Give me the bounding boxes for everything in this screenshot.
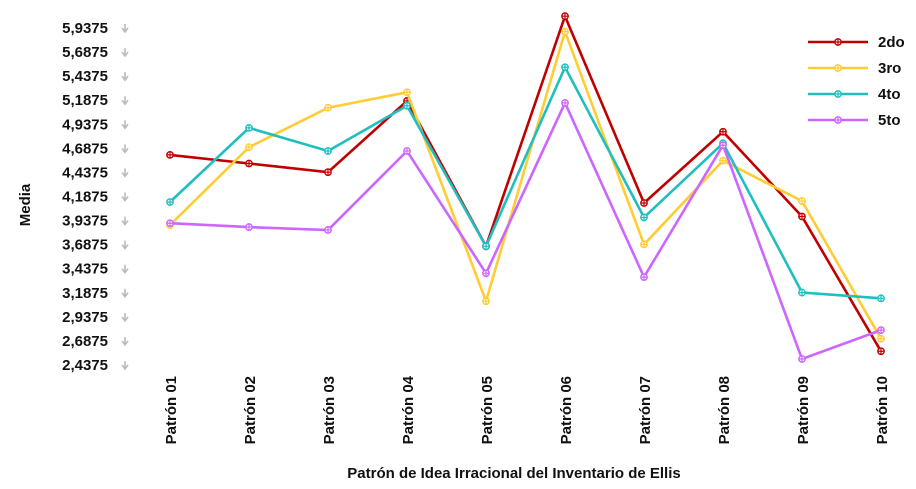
data-point-marker — [640, 273, 648, 282]
y-tick-arrow-icon — [121, 72, 129, 82]
data-point-marker — [482, 297, 490, 306]
y-tick-arrow-icon — [121, 168, 129, 178]
y-tick-label: 5,1875 — [62, 92, 108, 109]
y-tick-arrow-icon — [121, 288, 129, 299]
data-point-marker — [877, 334, 885, 343]
data-point-marker — [561, 98, 569, 107]
x-tick-label: Patrón 03 — [321, 376, 338, 444]
series-line — [169, 64, 882, 300]
data-point-marker — [798, 355, 806, 363]
data-point-marker — [245, 123, 253, 132]
data-point-marker — [719, 156, 727, 165]
data-point-marker — [719, 141, 727, 150]
legend-item-4to: 4to — [808, 86, 901, 103]
x-tick-label: Patrón 10 — [874, 376, 891, 444]
y-tick-arrow-icon — [121, 240, 129, 250]
data-point-marker — [877, 294, 885, 303]
y-tick-arrow-icon — [121, 24, 129, 34]
y-tick-label: 4,9375 — [62, 116, 108, 133]
y-axis-title: Media — [17, 183, 34, 226]
data-point-marker — [561, 63, 569, 72]
y-tick-label: 2,4375 — [62, 357, 108, 374]
data-point-marker — [798, 197, 806, 205]
y-tick-label: 3,1875 — [62, 285, 108, 302]
data-point-marker — [640, 213, 648, 222]
y-tick-arrow-icon — [121, 264, 129, 275]
data-point-marker — [324, 168, 332, 177]
y-tick-label: 3,6875 — [62, 237, 108, 254]
y-tick-label: 4,1875 — [62, 189, 108, 206]
x-tick-label: Patrón 04 — [400, 375, 417, 444]
data-point-marker — [403, 88, 411, 97]
x-tick-label: Patrón 08 — [716, 376, 733, 444]
x-axis-title: Patrón de Idea Irracional del Inventario… — [347, 465, 680, 482]
x-axis: Patrón 01 Patrón 02 Patrón 03 Patrón 04 Patr… — [163, 375, 891, 444]
x-tick-label: Patrón 02 — [242, 376, 259, 444]
data-point-marker — [640, 240, 648, 249]
series-layer — [166, 12, 885, 363]
series-4to — [166, 63, 885, 303]
y-tick-arrow-icon — [121, 361, 129, 371]
series-5to — [166, 98, 885, 363]
y-tick-label: 4,4375 — [62, 164, 108, 181]
legend-label: 4to — [878, 86, 901, 103]
y-tick-arrow-icon — [121, 144, 129, 154]
legend-item-5to: 5to — [808, 112, 901, 129]
y-tick-arrow-icon — [121, 192, 129, 202]
series-2do — [166, 12, 885, 356]
y-tick-label: 2,6875 — [62, 333, 108, 350]
x-tick-label: Patrón 05 — [479, 376, 496, 444]
data-point-marker — [324, 226, 332, 234]
y-tick-arrow-icon — [121, 336, 129, 347]
data-point-marker — [877, 326, 885, 334]
y-tick-arrow-icon — [121, 48, 129, 58]
data-point-marker — [640, 199, 648, 207]
data-point-marker — [324, 103, 332, 112]
data-point-marker — [482, 242, 490, 251]
y-tick-label: 4,6875 — [62, 140, 108, 157]
y-tick-label: 3,4375 — [62, 261, 108, 278]
data-point-marker — [166, 219, 174, 228]
x-tick-label: Patrón 07 — [637, 376, 654, 444]
y-axis: 2,4375 2,6875 2,9375 3,1875 3,4375 3,6875 3,93… — [62, 20, 129, 374]
y-tick-label: 5,9375 — [62, 20, 108, 37]
legend-label: 5to — [878, 112, 901, 129]
legend-item-3ro: 3ro — [808, 60, 901, 77]
y-tick-label: 3,9375 — [62, 213, 108, 230]
data-point-marker — [719, 127, 727, 136]
data-point-marker — [482, 269, 490, 278]
series-line — [169, 27, 883, 340]
data-point-marker — [245, 159, 253, 168]
legend-label: 2do — [878, 34, 905, 51]
data-point-marker — [561, 12, 569, 21]
data-point-marker — [798, 212, 806, 221]
x-tick-label: Patrón 09 — [795, 376, 812, 444]
x-tick-label: Patrón 01 — [163, 376, 180, 444]
data-point-marker — [324, 147, 332, 155]
data-point-marker — [166, 198, 174, 206]
series-line — [169, 99, 882, 361]
data-point-marker — [166, 150, 174, 159]
data-point-marker — [403, 101, 411, 110]
series-line — [169, 12, 883, 352]
y-tick-label: 5,6875 — [62, 44, 108, 61]
y-tick-arrow-icon — [121, 120, 129, 130]
data-point-marker — [561, 27, 569, 36]
y-tick-arrow-icon — [121, 312, 129, 323]
y-tick-label: 5,4375 — [62, 68, 108, 85]
y-tick-arrow-icon — [121, 216, 129, 226]
data-point-marker — [245, 143, 253, 152]
x-tick-label: Patrón 06 — [558, 376, 575, 444]
legend-label: 3ro — [878, 60, 901, 77]
y-tick-label: 2,9375 — [62, 309, 108, 326]
data-point-marker — [877, 347, 885, 356]
legend-item-2do: 2do — [808, 34, 905, 51]
legend: 2do 3ro 4to 5to — [808, 34, 905, 129]
data-point-marker — [245, 223, 253, 231]
y-tick-arrow-icon — [121, 96, 129, 106]
data-point-marker — [798, 288, 806, 297]
data-point-marker — [403, 147, 411, 155]
